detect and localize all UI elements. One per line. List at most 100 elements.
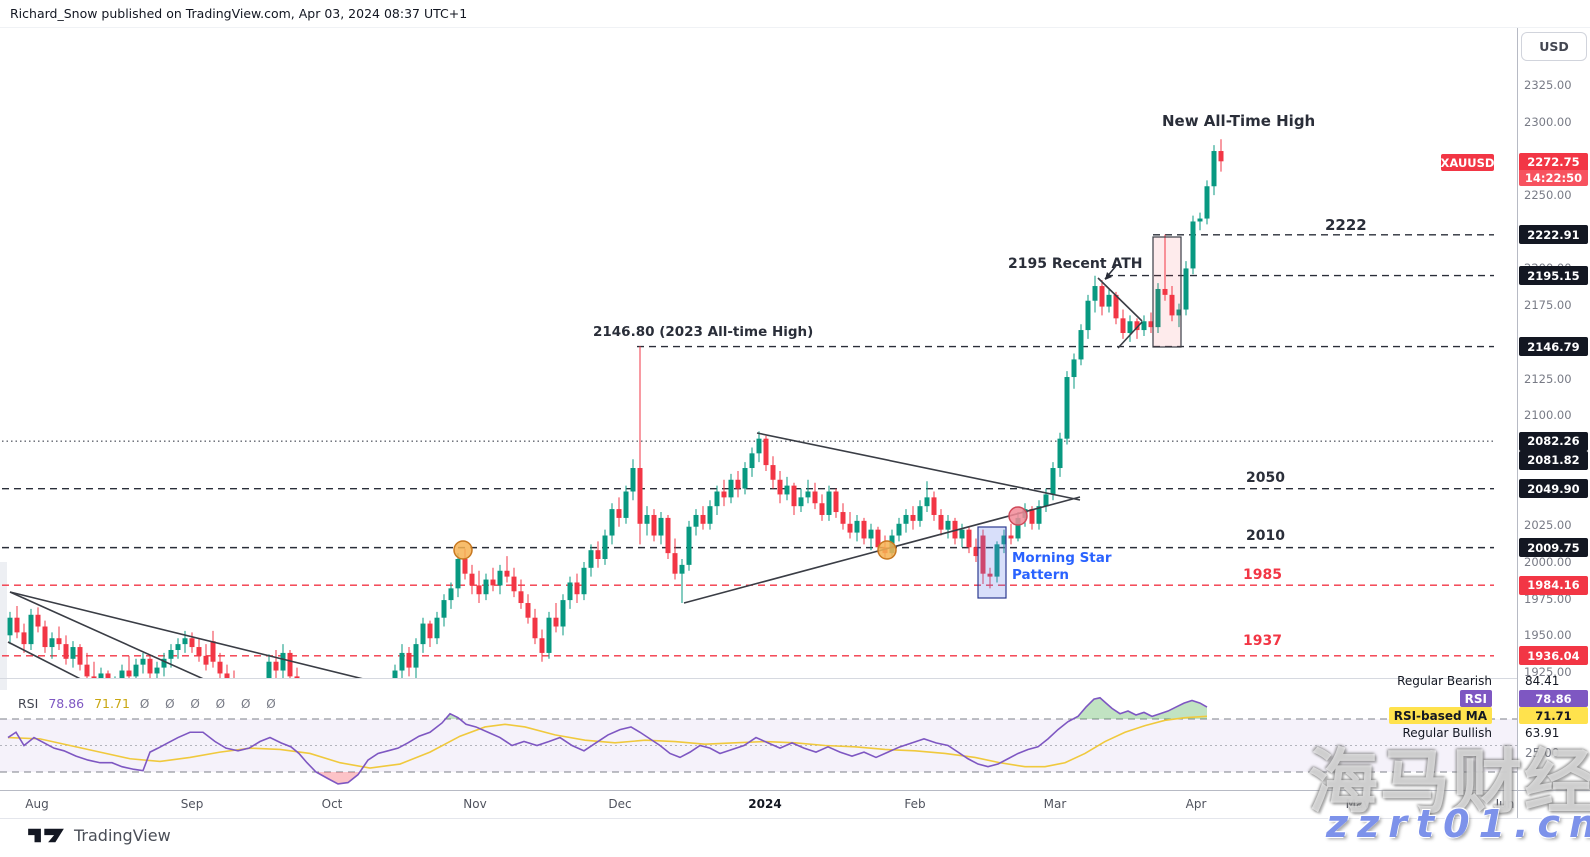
rsi-band: [0, 719, 1517, 772]
candle-body: [763, 438, 769, 466]
bar-countdown: 14:22:50: [1519, 170, 1588, 186]
watermark-url: zzrt01.cn: [1326, 802, 1590, 846]
price-tick: 2250.00: [1524, 188, 1572, 203]
price-tick: 2300.00: [1524, 114, 1572, 129]
candle-body: [1120, 318, 1126, 334]
candle-body: [777, 479, 783, 495]
tradingview-attribution[interactable]: TradingView: [26, 826, 171, 845]
trendline[interactable]: [1117, 321, 1143, 349]
candle-body: [7, 617, 13, 636]
rsi-row-value: 25.00: [1525, 745, 1560, 760]
candle-body: [406, 652, 412, 668]
candle-body: [903, 514, 909, 524]
candle-body: [462, 559, 468, 574]
candle-body: [798, 497, 804, 507]
candle-body: [931, 497, 937, 515]
trendline[interactable]: [9, 591, 404, 689]
candle-body: [658, 517, 664, 536]
candle-body: [707, 506, 713, 524]
candle-body: [14, 617, 20, 633]
price-axis-border: [1517, 28, 1518, 818]
candle-body: [1078, 330, 1084, 360]
candle-body: [560, 600, 566, 627]
candle-body: [1113, 294, 1119, 319]
price-level-badge: 2049.90: [1519, 479, 1588, 499]
candle-body: [756, 438, 762, 454]
candle-body: [1057, 438, 1063, 469]
watermark-chinese: 海马财经: [1308, 741, 1590, 823]
morning-star-label: Morning Star Pattern: [1012, 550, 1112, 583]
candle-body: [392, 670, 398, 678]
candle-body: [1099, 286, 1105, 307]
candle-body: [833, 491, 839, 513]
candle-body: [1071, 359, 1077, 378]
time-axis-label: Jun: [1495, 797, 1515, 811]
trendline[interactable]: [9, 591, 228, 690]
candle-body: [945, 520, 951, 530]
price-pane[interactable]: [2, 139, 1494, 792]
breakout-box[interactable]: [1152, 236, 1182, 348]
candle-body: [21, 632, 27, 645]
candle-body: [616, 509, 622, 518]
candle-body: [630, 468, 636, 492]
candle-body: [1176, 309, 1182, 316]
candle-body: [567, 582, 573, 601]
rsi-row-value: 71.71: [1519, 707, 1588, 724]
pane-divider[interactable]: [0, 678, 1517, 679]
candle-body: [420, 623, 426, 645]
candle-body: [1218, 151, 1224, 162]
candle-body: [98, 673, 104, 678]
candle-body: [1162, 288, 1168, 295]
candle-body: [742, 468, 748, 489]
candle-body: [609, 509, 615, 536]
header-divider: [0, 27, 1590, 28]
support-touch-circle-2[interactable]: [877, 540, 897, 560]
time-axis-label: Oct: [321, 797, 343, 811]
candle-body: [812, 491, 818, 504]
candle-body: [588, 550, 594, 568]
time-axis-label: Aug: [25, 797, 49, 811]
time-axis-label: Dec: [608, 797, 632, 811]
candle-body: [427, 623, 433, 639]
candle-body: [1211, 151, 1217, 187]
time-axis-label: Sep: [180, 797, 204, 811]
trendline[interactable]: [1097, 277, 1143, 322]
new-ath-label: New All-Time High: [1162, 112, 1316, 130]
candle-body: [140, 658, 146, 665]
candle-body: [826, 491, 832, 515]
candle-body: [203, 655, 209, 665]
candle-body: [525, 603, 531, 618]
price-tick: 1975.00: [1524, 591, 1572, 606]
price-tick: 2175.00: [1524, 298, 1572, 313]
recent-ath-label: 2195 Recent ATH: [1008, 256, 1143, 272]
rsi-row-label: Regular Bearish: [1397, 673, 1492, 688]
candle-body: [84, 664, 90, 677]
candle-body: [770, 465, 776, 480]
candle-body: [504, 570, 510, 577]
candle-body: [896, 523, 902, 536]
trendline[interactable]: [756, 432, 1081, 501]
support-touch-circle-1[interactable]: [453, 540, 473, 560]
tradingview-logo-icon: [28, 828, 64, 843]
candle-body: [113, 682, 118, 691]
candle-body: [434, 617, 440, 639]
rsi-row-value: 63.91: [1525, 725, 1560, 740]
candle-body: [819, 503, 825, 515]
time-axis-bottom-border: [0, 818, 1590, 819]
trendline[interactable]: [7, 641, 106, 692]
time-axis-label: Feb: [904, 797, 926, 811]
currency-toggle-button[interactable]: USD: [1521, 32, 1587, 61]
rsi-hidden-inputs: Ø Ø Ø Ø Ø Ø: [139, 696, 282, 711]
trendline-retest-circle[interactable]: [1008, 506, 1028, 526]
candle-body: [63, 644, 69, 659]
rsi-pane[interactable]: [0, 696, 1517, 785]
price-level-badge: 2082.26: [1519, 431, 1588, 451]
candle-body: [924, 497, 930, 507]
candle-body: [1001, 535, 1007, 545]
candle-body: [455, 559, 461, 589]
chart-canvas[interactable]: [0, 0, 1517, 792]
candle-body: [1141, 321, 1147, 331]
morning-star-box[interactable]: [977, 526, 1007, 599]
candle-body: [210, 641, 216, 662]
candle-body: [1085, 300, 1091, 331]
